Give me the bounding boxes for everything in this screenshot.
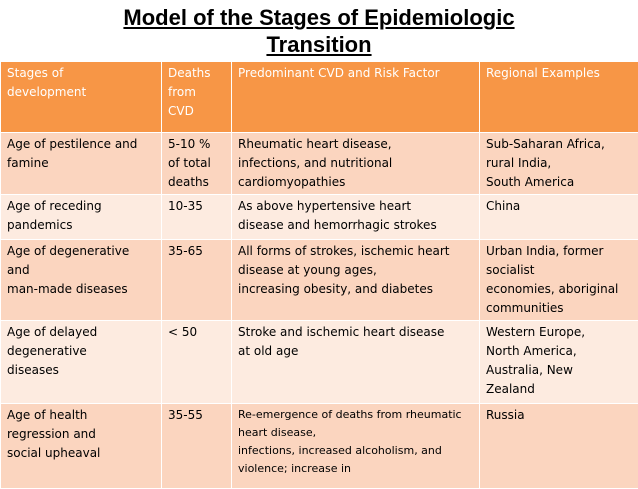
regions-cell: Sub-Saharan Africa, rural India, South A… bbox=[480, 133, 638, 195]
cell-line: Re-emergence of deaths from rheumatic bbox=[238, 406, 475, 424]
cell-line: Zealand bbox=[486, 380, 634, 399]
cell-line: diseases bbox=[7, 361, 157, 380]
cell-line: North America, bbox=[486, 342, 634, 361]
regions-cell: China bbox=[480, 195, 638, 240]
cell-line: All forms of strokes, ischemic heart bbox=[238, 242, 475, 261]
slide-title: Model of the Stages of Epidemiologic Tra… bbox=[60, 4, 578, 58]
stage-cell: Age of delayed degenerative diseases bbox=[1, 321, 162, 404]
stage-cell: Age of pestilence and famine bbox=[1, 133, 162, 195]
cell-line: man-made diseases bbox=[7, 280, 157, 299]
stage-cell: Age of health regression and social uphe… bbox=[1, 404, 162, 489]
cell-line: Age of receding bbox=[7, 197, 157, 216]
cell-line: disease and hemorrhagic strokes bbox=[238, 216, 475, 235]
cvd-cell: Stroke and ischemic heart disease at old… bbox=[232, 321, 480, 404]
cell-line: As above hypertensive heart bbox=[238, 197, 475, 216]
table-row: Age of degenerative and man-made disease… bbox=[1, 240, 638, 321]
cell-line: 5-10 % bbox=[168, 135, 227, 154]
cvd-cell: Rheumatic heart disease, infections, and… bbox=[232, 133, 480, 195]
cell-line: Age of pestilence and bbox=[7, 135, 157, 154]
slide-title-line-2: Transition bbox=[266, 32, 371, 57]
cell-line: Sub-Saharan Africa, bbox=[486, 135, 634, 154]
regions-cell: Russia bbox=[480, 404, 638, 489]
header-deaths-line: Deaths bbox=[168, 64, 227, 83]
cell-line: cardiomyopathies bbox=[238, 173, 475, 192]
cell-line: Western Europe, bbox=[486, 323, 634, 342]
header-deaths-line: CVD bbox=[168, 102, 227, 121]
cell-line: < 50 bbox=[168, 323, 227, 342]
header-cvd-line: Predominant CVD and Risk Factor bbox=[238, 64, 475, 83]
epidemiologic-transition-table: Stages of development Deaths from CVD Pr… bbox=[0, 61, 638, 489]
header-stages: Stages of development bbox=[1, 62, 162, 133]
header-regions-line: Regional Examples bbox=[486, 64, 634, 83]
cell-line: Age of delayed bbox=[7, 323, 157, 342]
cell-line: communities bbox=[486, 299, 634, 318]
cvd-cell: All forms of strokes, ischemic heart dis… bbox=[232, 240, 480, 321]
table-row: Age of pestilence and famine 5-10 % of t… bbox=[1, 133, 638, 195]
cell-line: increasing obesity, and diabetes bbox=[238, 280, 475, 299]
cell-line: deaths bbox=[168, 173, 227, 192]
cell-line: at old age bbox=[238, 342, 475, 361]
regions-cell: Urban India, former socialist economies,… bbox=[480, 240, 638, 321]
cell-line: Age of health bbox=[7, 406, 157, 425]
cell-line: and bbox=[7, 261, 157, 280]
cell-line: violence; increase in bbox=[238, 460, 475, 478]
header-stages-line: Stages of bbox=[7, 64, 157, 83]
header-deaths: Deaths from CVD bbox=[162, 62, 232, 133]
cvd-cell: Re-emergence of deaths from rheumatic he… bbox=[232, 404, 480, 489]
stage-cell: Age of receding pandemics bbox=[1, 195, 162, 240]
cell-line: infections, increased alcoholism, and bbox=[238, 442, 475, 460]
cell-line: Australia, New bbox=[486, 361, 634, 380]
cell-line: 35-55 bbox=[168, 406, 227, 425]
cell-line: Stroke and ischemic heart disease bbox=[238, 323, 475, 342]
cell-line: degenerative bbox=[7, 342, 157, 361]
table-header-row: Stages of development Deaths from CVD Pr… bbox=[1, 62, 638, 133]
table-row: Age of delayed degenerative diseases < 5… bbox=[1, 321, 638, 404]
cell-line: famine bbox=[7, 154, 157, 173]
deaths-cell: 10-35 bbox=[162, 195, 232, 240]
cell-line: Russia bbox=[486, 406, 634, 425]
cell-line: socialist bbox=[486, 261, 634, 280]
cell-line: regression and bbox=[7, 425, 157, 444]
deaths-cell: 5-10 % of total deaths bbox=[162, 133, 232, 195]
header-deaths-line: from bbox=[168, 83, 227, 102]
deaths-cell: < 50 bbox=[162, 321, 232, 404]
table-row: Age of health regression and social uphe… bbox=[1, 404, 638, 489]
cell-line: rural India, bbox=[486, 154, 634, 173]
cell-line: infections, and nutritional bbox=[238, 154, 475, 173]
table-row: Age of receding pandemics 10-35 As above… bbox=[1, 195, 638, 240]
cell-line: of total bbox=[168, 154, 227, 173]
cell-line: social upheaval bbox=[7, 444, 157, 463]
header-regions: Regional Examples bbox=[480, 62, 638, 133]
header-cvd: Predominant CVD and Risk Factor bbox=[232, 62, 480, 133]
cell-line: disease at young ages, bbox=[238, 261, 475, 280]
cell-line: pandemics bbox=[7, 216, 157, 235]
cvd-cell: As above hypertensive heart disease and … bbox=[232, 195, 480, 240]
header-stages-line: development bbox=[7, 83, 157, 102]
cell-line: economies, aboriginal bbox=[486, 280, 634, 299]
regions-cell: Western Europe, North America, Australia… bbox=[480, 321, 638, 404]
stage-cell: Age of degenerative and man-made disease… bbox=[1, 240, 162, 321]
cell-line: Rheumatic heart disease, bbox=[238, 135, 475, 154]
slide-title-line-1: Model of the Stages of Epidemiologic bbox=[123, 5, 514, 30]
cell-line: China bbox=[486, 197, 634, 216]
deaths-cell: 35-65 bbox=[162, 240, 232, 321]
cell-line: 35-65 bbox=[168, 242, 227, 261]
cell-line: South America bbox=[486, 173, 634, 192]
cell-line: Urban India, former bbox=[486, 242, 634, 261]
cell-line: Age of degenerative bbox=[7, 242, 157, 261]
deaths-cell: 35-55 bbox=[162, 404, 232, 489]
cell-line: heart disease, bbox=[238, 424, 475, 442]
cell-line: 10-35 bbox=[168, 197, 227, 216]
